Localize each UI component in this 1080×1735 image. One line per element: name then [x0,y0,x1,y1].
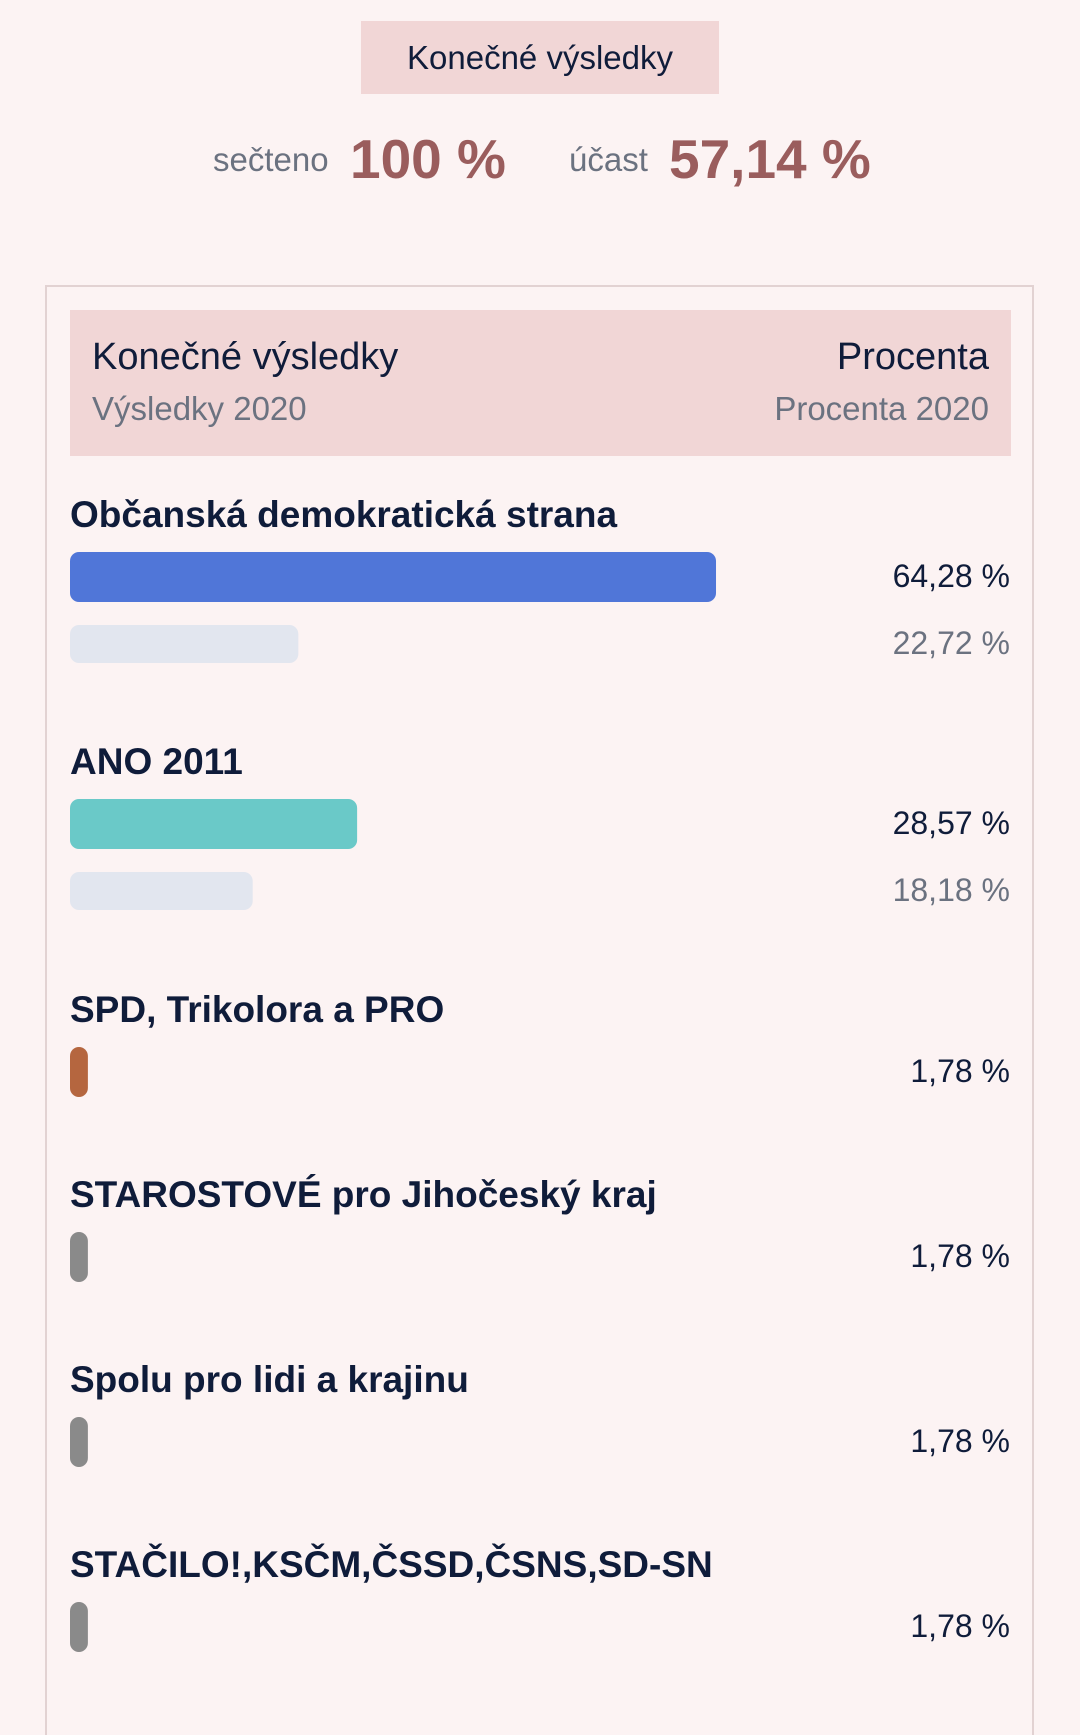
header-percent-2020: Procenta 2020 [774,390,989,427]
result-bar [70,1232,88,1282]
header-results-2020: Výsledky 2020 [92,390,307,427]
result-bar [70,1417,88,1467]
final-results-tab[interactable]: Konečné výsledky [361,21,719,94]
result-2020-bar [70,625,299,663]
results-summary: sečteno 100 % účast 57,14 % [0,125,1080,205]
party-name-label: ANO 2011 [70,741,243,782]
result-2020-percent-label: 22,72 % [893,625,1010,661]
result-bar [70,799,358,849]
result-2020-bar [70,872,253,910]
party-name-label: STAČILO!,KSČM,ČSSD,ČSNS,SD-SN [70,1543,713,1585]
result-percent-label: 1,78 % [910,1423,1010,1459]
result-2020-percent-label: 18,18 % [893,872,1010,908]
turnout-label: účast [569,141,648,178]
results-card [45,285,1034,1735]
result-bar [70,1602,88,1652]
turnout-value: 57,14 % [669,128,871,190]
result-percent-label: 1,78 % [910,1238,1010,1274]
result-percent-label: 1,78 % [910,1053,1010,1089]
party-name-label: SPD, Trikolora a PRO [70,989,444,1030]
result-bar [70,1047,88,1097]
header-results-title: Konečné výsledky [92,336,399,378]
result-bar [70,552,717,602]
final-results-tab-label: Konečné výsledky [407,38,673,76]
result-percent-label: 1,78 % [910,1608,1010,1644]
counted-label: sečteno [213,141,329,178]
results-table-header: Konečné výsledky Výsledky 2020 Procenta … [70,310,1011,456]
party-name-label: Občanská demokratická strana [70,494,617,535]
header-percent-title: Procenta [836,336,989,378]
result-percent-label: 64,28 % [893,558,1010,594]
party-name-label: STAROSTOVÉ pro Jihočeský kraj [70,1174,657,1215]
counted-value: 100 % [350,128,506,190]
party-name-label: Spolu pro lidi a krajinu [70,1359,469,1400]
result-percent-label: 28,57 % [893,805,1010,841]
